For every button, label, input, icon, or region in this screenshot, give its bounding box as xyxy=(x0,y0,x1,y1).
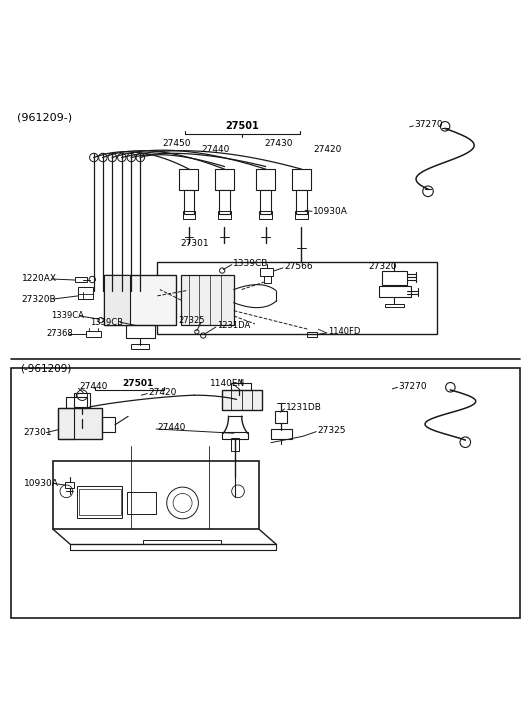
Bar xyxy=(125,325,155,338)
Bar xyxy=(11,368,520,618)
Text: 1231DA: 1231DA xyxy=(217,321,250,330)
Bar xyxy=(231,438,238,451)
Bar xyxy=(184,190,194,214)
Text: 27450: 27450 xyxy=(162,140,191,148)
Text: 27368: 27368 xyxy=(46,329,73,339)
Bar xyxy=(292,169,311,190)
Bar xyxy=(295,212,308,220)
Bar xyxy=(79,427,86,432)
Text: 37270: 37270 xyxy=(415,120,443,129)
Text: 27420: 27420 xyxy=(313,145,341,153)
Text: 27440: 27440 xyxy=(201,145,229,153)
Bar xyxy=(222,390,262,410)
Bar xyxy=(385,304,404,307)
Bar xyxy=(231,382,251,390)
Text: 10930A: 10930A xyxy=(23,479,58,488)
Bar xyxy=(53,461,259,529)
Bar xyxy=(86,332,101,337)
Text: 27430: 27430 xyxy=(264,140,293,148)
Bar xyxy=(79,489,121,515)
Bar xyxy=(275,411,287,422)
Bar xyxy=(271,429,292,438)
Text: 27420: 27420 xyxy=(148,387,177,396)
Bar xyxy=(127,492,156,513)
Text: 27325: 27325 xyxy=(178,316,205,325)
Text: 1140EN: 1140EN xyxy=(210,379,245,387)
Text: 27566: 27566 xyxy=(284,262,313,270)
Bar xyxy=(78,287,93,299)
Text: 10930A: 10930A xyxy=(313,207,348,216)
Bar xyxy=(75,277,87,282)
Bar xyxy=(218,212,230,220)
Text: 27325: 27325 xyxy=(317,425,346,435)
Bar xyxy=(379,286,411,297)
Text: 27440: 27440 xyxy=(157,423,186,432)
Bar xyxy=(65,482,74,488)
Bar xyxy=(260,190,271,214)
Bar xyxy=(66,398,87,408)
Text: 1339CA: 1339CA xyxy=(52,311,84,321)
Text: 1339CB: 1339CB xyxy=(90,318,123,327)
Text: 27440: 27440 xyxy=(80,382,108,391)
Bar xyxy=(77,486,122,518)
Text: 27301: 27301 xyxy=(23,428,52,437)
Bar xyxy=(181,276,234,326)
Text: (-961209): (-961209) xyxy=(20,364,71,374)
Bar xyxy=(58,408,102,438)
Bar xyxy=(219,190,229,214)
Bar xyxy=(183,212,195,220)
Text: 37270: 37270 xyxy=(399,382,427,390)
Text: 27320: 27320 xyxy=(369,262,397,271)
Bar xyxy=(260,268,273,276)
Bar xyxy=(157,262,437,334)
Bar xyxy=(256,169,275,190)
Bar xyxy=(179,169,199,190)
Bar xyxy=(105,276,130,326)
Bar xyxy=(215,169,234,190)
Bar xyxy=(102,417,115,432)
Bar xyxy=(105,276,176,326)
Text: 27501: 27501 xyxy=(122,379,153,388)
Bar xyxy=(131,344,149,349)
Bar xyxy=(296,190,307,214)
Bar xyxy=(58,408,74,438)
Bar xyxy=(222,432,247,438)
Bar xyxy=(259,212,272,220)
Bar xyxy=(382,270,407,285)
Bar xyxy=(143,540,221,544)
Text: (961209-): (961209-) xyxy=(17,113,72,122)
Bar xyxy=(74,393,90,407)
Text: 1220AX: 1220AX xyxy=(21,275,56,284)
Text: 1231DB: 1231DB xyxy=(286,403,321,411)
Text: 27501: 27501 xyxy=(225,121,259,131)
Bar xyxy=(264,276,271,284)
Bar xyxy=(78,413,87,419)
Text: 1339CB: 1339CB xyxy=(233,259,268,268)
Bar xyxy=(307,332,317,337)
Text: 27301: 27301 xyxy=(180,238,209,248)
Text: 27320B: 27320B xyxy=(21,294,56,304)
Text: 1140FD: 1140FD xyxy=(328,327,360,337)
